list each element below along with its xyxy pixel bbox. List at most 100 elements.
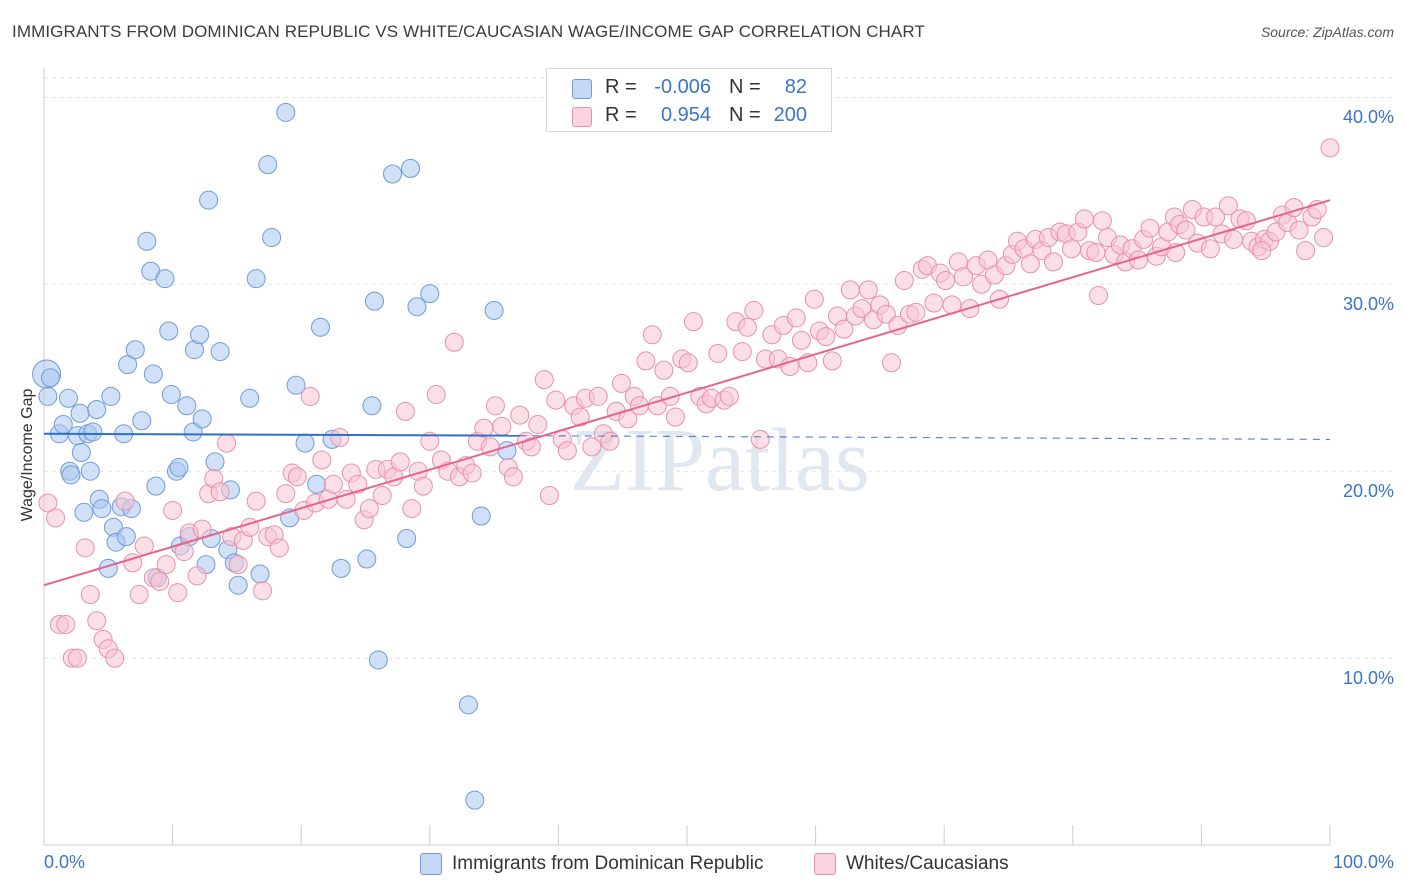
point-whites — [780, 357, 800, 377]
point-dominican — [177, 396, 197, 416]
point-whites — [75, 538, 95, 558]
point-whites — [1320, 138, 1340, 158]
point-dominican — [471, 506, 491, 526]
point-whites — [492, 416, 512, 436]
point-whites — [312, 450, 332, 470]
point-whites — [105, 648, 125, 668]
point-whites — [330, 428, 350, 448]
point-whites — [750, 429, 770, 449]
point-whites — [665, 407, 685, 427]
point-whites — [719, 386, 739, 406]
point-whites — [336, 489, 356, 509]
point-whites — [372, 485, 392, 505]
point-dominican — [258, 155, 278, 175]
point-dominican — [116, 527, 136, 547]
trend-line-whites — [43, 199, 1331, 587]
point-whites — [539, 485, 559, 505]
point-dominican — [262, 228, 282, 248]
legend-r-value: 0.954 — [660, 104, 711, 126]
point-whites — [708, 343, 728, 363]
point-dominican — [357, 549, 377, 569]
point-dominican — [161, 385, 181, 405]
point-whites — [1176, 220, 1196, 240]
point-whites — [924, 293, 944, 313]
point-whites — [840, 280, 860, 300]
point-dominican — [38, 386, 58, 406]
point-dominican — [70, 403, 90, 423]
point-whites — [402, 499, 422, 519]
point-dominican — [310, 317, 330, 337]
point-whites — [636, 351, 656, 371]
point-whites — [906, 302, 926, 322]
point-whites — [510, 405, 530, 425]
point-dominican — [74, 502, 94, 522]
point-whites — [1252, 241, 1272, 261]
point-whites — [852, 299, 872, 319]
y-tick-label: 30.0% — [1342, 294, 1394, 315]
point-dominican — [205, 452, 225, 472]
point-whites — [611, 373, 631, 393]
point-whites — [834, 319, 854, 339]
point-whites — [503, 467, 523, 487]
point-dominican — [276, 102, 296, 122]
point-whites — [1200, 239, 1220, 259]
series-whites-caucasians — [38, 138, 1340, 668]
point-whites — [804, 289, 824, 309]
point-dominican — [92, 499, 112, 519]
source-credit: Source: ZipAtlas.com — [1260, 24, 1394, 40]
series-legend-item-whites: Whites/Caucasians — [814, 851, 1034, 877]
point-whites — [822, 351, 842, 371]
point-dominican — [331, 558, 351, 578]
point-dominican — [118, 355, 138, 375]
point-whites — [744, 300, 764, 320]
y-tick-label: 40.0% — [1342, 107, 1394, 128]
point-dominican — [137, 231, 157, 251]
point-dominican — [125, 340, 145, 360]
trend-line-dominican — [43, 432, 520, 437]
point-whites — [557, 441, 577, 461]
point-whites — [163, 500, 183, 520]
point-whites — [1086, 243, 1106, 263]
point-whites — [300, 386, 320, 406]
point-whites — [38, 493, 58, 513]
point-dominican — [190, 325, 210, 345]
y-tick-label: 10.0% — [1342, 668, 1394, 689]
point-dominican — [71, 443, 91, 462]
point-whites — [187, 566, 207, 586]
point-whites — [570, 407, 590, 427]
point-dominican — [199, 190, 219, 210]
point-whites — [546, 390, 566, 410]
point-whites — [1140, 218, 1160, 238]
point-whites — [395, 401, 415, 421]
legend-label: Whites/Caucasians — [846, 853, 1009, 874]
point-whites — [534, 370, 554, 390]
point-whites — [87, 611, 107, 631]
point-whites — [876, 304, 896, 324]
chart-title: IMMIGRANTS FROM DOMINICAN REPUBLIC VS WH… — [12, 22, 925, 41]
point-whites — [935, 271, 955, 291]
point-whites — [115, 491, 135, 511]
point-dominican — [183, 422, 203, 442]
point-dominican — [40, 368, 60, 388]
point-whites — [654, 360, 674, 380]
point-whites — [1089, 286, 1109, 305]
legend-r-value: -0.006 — [654, 76, 711, 98]
legend-swatch-pink — [814, 853, 836, 875]
point-dominican — [83, 422, 103, 442]
point-whites — [156, 555, 176, 575]
point-whites — [1044, 252, 1064, 272]
point-dominican — [146, 476, 166, 496]
point-dominican — [159, 321, 179, 341]
point-dominican — [101, 386, 121, 406]
series-legend-item-dominican: Immigrants from Dominican Republic — [420, 851, 800, 877]
point-dominican — [484, 300, 504, 320]
point-whites — [791, 330, 811, 350]
y-tick-label: 20.0% — [1342, 481, 1394, 502]
legend-label: Immigrants from Dominican Republic — [452, 853, 764, 874]
point-whites — [246, 491, 266, 511]
point-dominican — [132, 411, 152, 431]
legend-row-whites: R = 0.954 N = 200 — [547, 101, 831, 129]
point-dominican — [420, 284, 440, 304]
point-whites — [858, 280, 878, 300]
